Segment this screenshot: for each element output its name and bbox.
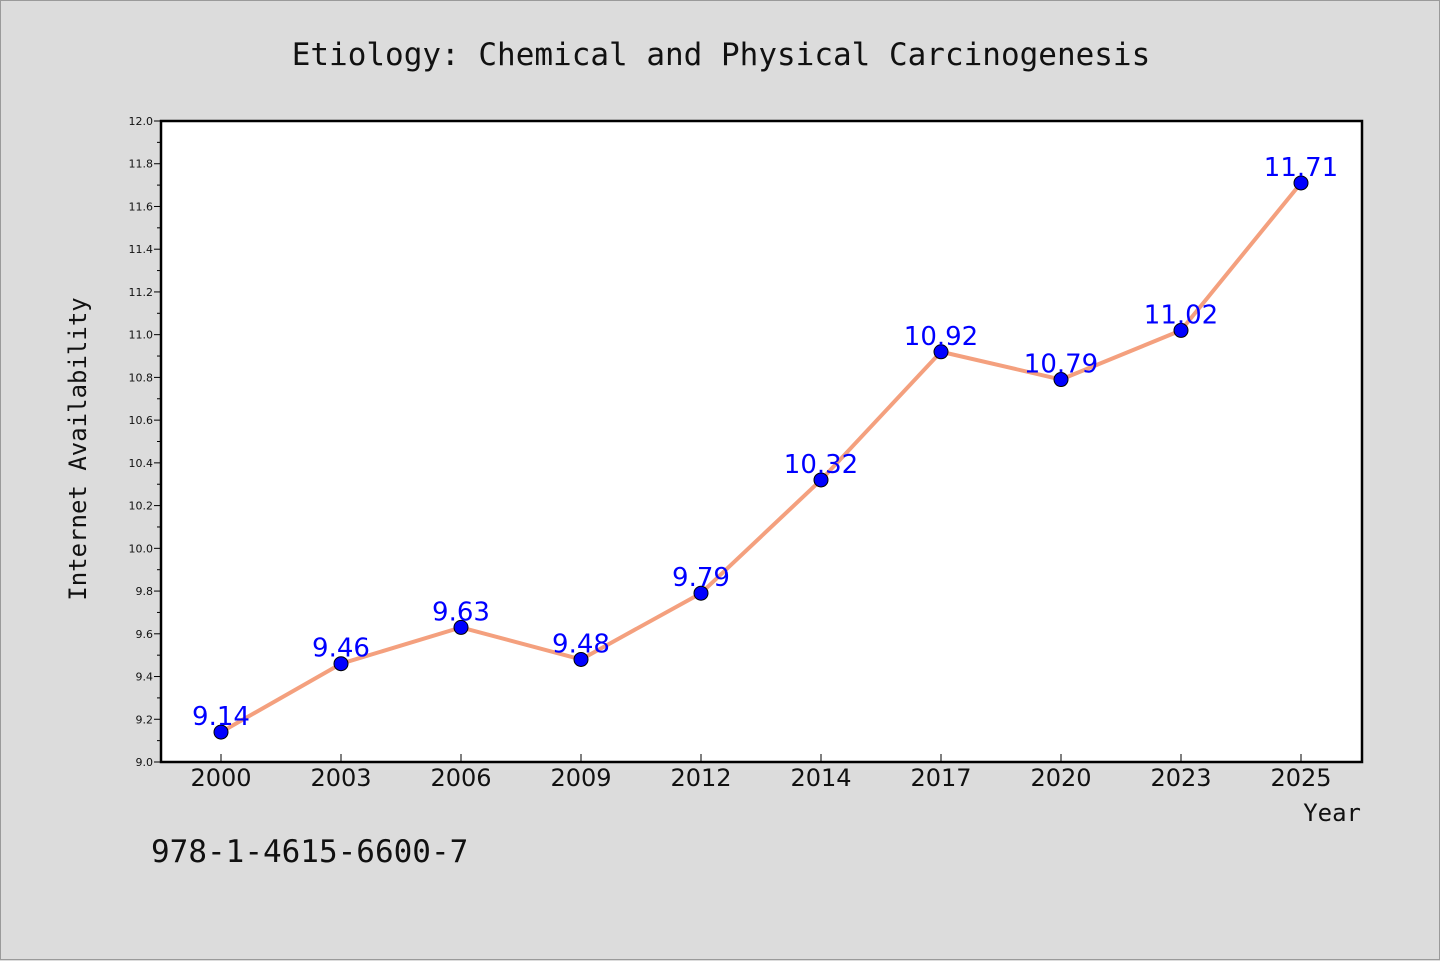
x-tick-label: 2014 bbox=[790, 764, 851, 792]
y-tick-label: 10.2 bbox=[129, 500, 154, 513]
series-line-group bbox=[220, 181, 1303, 734]
data-label: 11.71 bbox=[1264, 153, 1338, 183]
data-label: 9.14 bbox=[192, 702, 250, 732]
data-labels-group: 9.14 9.46 9.63 9.48 9.79 10.32 10.92 10.79 11.02… bbox=[192, 153, 1338, 732]
y-tick-label: 10.8 bbox=[129, 371, 154, 384]
y-tick-label: 11.0 bbox=[129, 329, 154, 342]
series-points-group bbox=[213, 175, 1309, 740]
series-line bbox=[220, 181, 1303, 734]
data-label: 11.02 bbox=[1144, 300, 1218, 330]
y-axis-label: Internet Availability bbox=[64, 297, 92, 600]
data-point bbox=[693, 585, 709, 601]
isbn-annotation: 978-1-4615-6600-7 bbox=[151, 834, 469, 870]
x-tick-label: 2009 bbox=[550, 764, 611, 792]
data-point bbox=[573, 651, 589, 667]
y-tick-label: 9.6 bbox=[136, 628, 154, 641]
x-tick-label: 2020 bbox=[1030, 764, 1091, 792]
y-tick-label: 11.8 bbox=[129, 158, 154, 171]
chart-title: Etiology: Chemical and Physical Carcinog… bbox=[292, 37, 1151, 73]
data-label: 9.48 bbox=[552, 629, 610, 659]
data-label: 10.32 bbox=[784, 450, 858, 480]
x-tick-label: 2000 bbox=[190, 764, 251, 792]
x-tick-label: 2006 bbox=[430, 764, 491, 792]
y-tick-label: 11.4 bbox=[129, 243, 154, 256]
x-tick-label: 2025 bbox=[1270, 764, 1331, 792]
x-tick-label: 2017 bbox=[910, 764, 971, 792]
data-label: 9.63 bbox=[432, 597, 490, 627]
y-tick-label: 10.6 bbox=[129, 414, 154, 427]
y-axis: 9.0 9.2 9.4 9.6 9.8 10.0 10.2 10.4 10.6 10.8 11.0 1… bbox=[129, 115, 161, 769]
x-axis: 2000 2003 2006 2009 2012 2014 2017 2020 2023 2025 bbox=[190, 754, 1332, 792]
plot-area bbox=[159, 119, 1364, 764]
x-tick-label: 2003 bbox=[310, 764, 371, 792]
data-point bbox=[1053, 372, 1069, 388]
data-label: 9.46 bbox=[312, 634, 370, 664]
y-tick-label: 9.8 bbox=[136, 585, 154, 598]
y-tick-label: 9.0 bbox=[136, 756, 154, 769]
y-tick-label: 11.6 bbox=[129, 200, 154, 213]
data-label: 10.92 bbox=[904, 322, 978, 352]
y-tick-label: 11.2 bbox=[129, 286, 154, 299]
x-tick-label: 2023 bbox=[1150, 764, 1211, 792]
data-point bbox=[813, 472, 829, 488]
data-point bbox=[453, 619, 469, 635]
x-axis-label: Year bbox=[1303, 799, 1361, 827]
data-label: 10.79 bbox=[1024, 350, 1098, 380]
data-point bbox=[333, 656, 349, 672]
data-point bbox=[933, 344, 949, 360]
y-tick-label: 9.4 bbox=[136, 671, 154, 684]
data-point bbox=[213, 724, 229, 740]
data-point bbox=[1293, 175, 1309, 191]
x-tick-label: 2012 bbox=[670, 764, 731, 792]
y-tick-label: 9.2 bbox=[136, 713, 154, 726]
y-tick-label: 12.0 bbox=[129, 115, 154, 128]
data-label: 9.79 bbox=[672, 563, 730, 593]
data-point bbox=[1173, 322, 1189, 338]
y-tick-label: 10.0 bbox=[129, 542, 154, 555]
y-tick-label: 10.4 bbox=[129, 457, 154, 470]
